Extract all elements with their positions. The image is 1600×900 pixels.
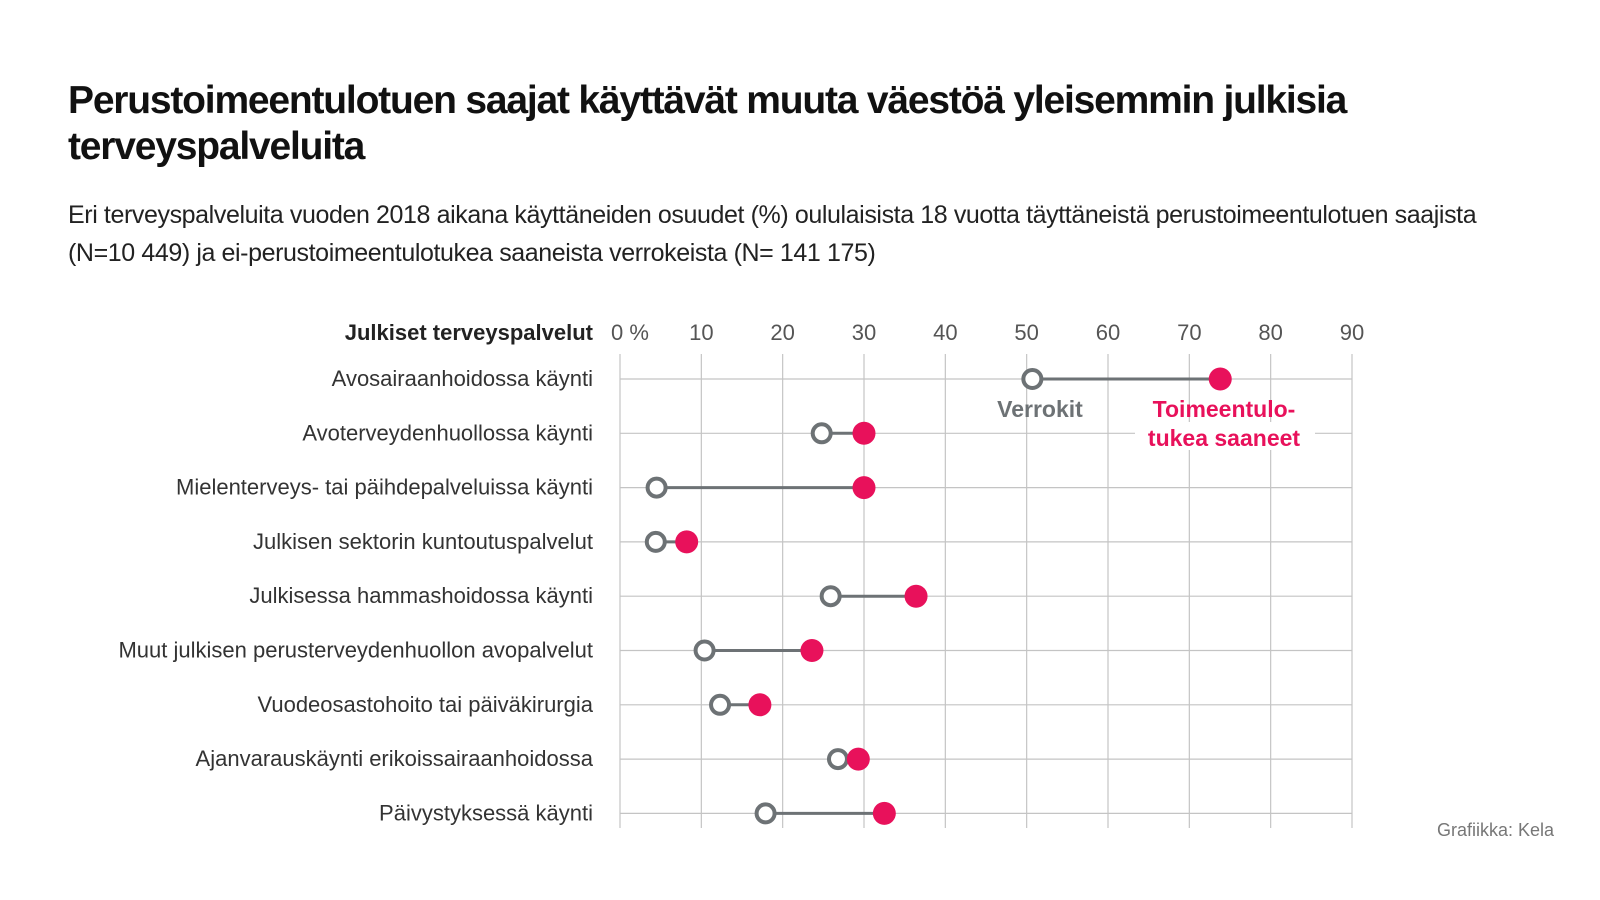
category-label: Julkisessa hammashoidossa käynti (249, 583, 593, 608)
chart-subtitle: Eri terveyspalveluita vuoden 2018 aikana… (68, 201, 1477, 267)
category-label: Muut julkisen perusterveydenhuollon avop… (118, 638, 593, 663)
toimeentulotuki-point (675, 530, 699, 554)
x-tick-label: 90 (1340, 320, 1364, 345)
x-tick-label: 0 % (611, 320, 649, 345)
verrokit-point (1021, 368, 1044, 390)
x-tick-label: 10 (689, 320, 713, 345)
category-label: Päivystyksessä käynti (379, 800, 593, 825)
legend-label-background (1135, 422, 1315, 450)
toimeentulotuki-point (852, 476, 876, 500)
x-tick-label: 20 (770, 320, 794, 345)
chart-title: Perustoimeentulotuen saajat käyttävät mu… (68, 79, 1347, 168)
category-header: Julkiset terveyspalvelut (345, 320, 594, 345)
x-tick-label: 40 (933, 320, 957, 345)
verrokit-point (754, 802, 777, 825)
verrokit-point (819, 585, 842, 608)
toimeentulotuki-point (852, 421, 876, 445)
x-tick-label: 70 (1177, 320, 1201, 345)
verrokit-point (644, 530, 667, 553)
x-tick-label: 80 (1258, 320, 1282, 345)
x-tick-label: 30 (852, 320, 876, 345)
legend-verrokit: Verrokit (997, 396, 1083, 422)
x-tick-label: 60 (1096, 320, 1120, 345)
toimeentulotuki-point (846, 747, 870, 771)
legend-toimeentulotuki-line2: tukea saaneet (1148, 425, 1300, 451)
toimeentulotuki-point (1208, 367, 1232, 391)
credit: Grafiikka: Kela (1436, 820, 1554, 840)
toimeentulotuki-point (800, 639, 824, 662)
legend-toimeentulotuki-line1: Toimeentulo- (1153, 396, 1296, 422)
verrokit-point (645, 476, 668, 499)
toimeentulotuki-point (748, 693, 772, 717)
category-label: Avoterveydenhuollossa käynti (302, 420, 593, 445)
verrokit-point (693, 639, 716, 662)
verrokit-point (826, 748, 849, 771)
category-label: Vuodeosastohoito tai päiväkirurgia (257, 692, 593, 717)
verrokit-point (709, 693, 732, 716)
toimeentulotuki-point (872, 801, 896, 825)
toimeentulotuki-point (904, 584, 928, 608)
category-label: Ajanvarauskäynti erikoissairaanhoidossa (196, 746, 594, 771)
category-label: Mielenterveys- tai päihdepalveluissa käy… (176, 475, 593, 500)
category-label: Avosairaanhoidossa käynti (332, 366, 593, 391)
x-tick-label: 50 (1014, 320, 1038, 345)
category-label: Julkisen sektorin kuntoutuspalvelut (253, 529, 593, 554)
verrokit-point (810, 422, 833, 445)
